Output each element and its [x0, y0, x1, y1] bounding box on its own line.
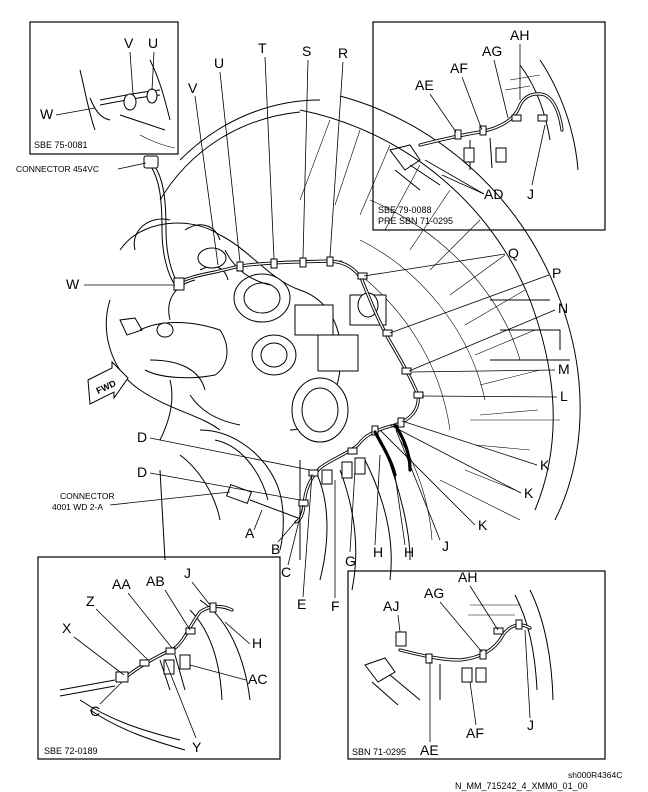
- fwd-arrow: FWD: [87, 360, 129, 405]
- inset-bl-label-C: C: [90, 703, 100, 719]
- label-K-1: K: [540, 457, 550, 473]
- label-D-2: D: [137, 464, 147, 480]
- label-P: P: [552, 265, 561, 281]
- inset-tl-label-W: W: [40, 106, 54, 122]
- label-F: F: [331, 598, 340, 614]
- inset-br-ref: SBN 71-0295: [352, 747, 406, 757]
- inset-top-left: V U W SBE 75-0081: [29, 21, 179, 155]
- main-labels: V U T S R Q P N M L K K K J H H G F E: [66, 40, 570, 614]
- label-N: N: [558, 300, 568, 316]
- inset-tr-ref: SBE 79-0088: [378, 205, 432, 215]
- inset-top-right: AH AG AF AE AD J SBE 79-0088 PRE SBN 71-…: [372, 21, 606, 231]
- label-J: J: [442, 538, 449, 554]
- inset-tl-label-U: U: [148, 35, 158, 51]
- inset-br-label-J: J: [527, 717, 534, 733]
- inset-tr-label-AG: AG: [482, 43, 502, 59]
- inset-br-label-AG: AG: [424, 585, 444, 601]
- inset-bottom-left: J AB AA Z X H AC C Y SBE 72-0189: [37, 556, 281, 760]
- inset-tr-label-AH: AH: [510, 27, 529, 43]
- label-M: M: [558, 361, 570, 377]
- connector-4001-label-line1: CONNECTOR: [60, 491, 115, 501]
- inset-bl-label-AB: AB: [146, 573, 165, 589]
- footer-code: sh000R4364C: [568, 770, 622, 780]
- inset-tl-label-V: V: [124, 35, 134, 51]
- inset-tr-label-AD: AD: [484, 186, 503, 202]
- inset-bl-label-AA: AA: [112, 576, 131, 592]
- inset-br-label-AH: AH: [458, 569, 477, 585]
- inset-bl-ref: SBE 72-0189: [44, 746, 98, 756]
- label-E: E: [297, 596, 306, 612]
- inset-br-label-AE: AE: [420, 742, 439, 758]
- connector-4001-label-line2: 4001 WD 2-A: [52, 502, 103, 512]
- label-D-1: D: [137, 429, 147, 445]
- label-B: B: [271, 541, 280, 557]
- label-V: V: [188, 80, 198, 96]
- inset-br-label-AJ: AJ: [383, 598, 399, 614]
- footer-figure-id: N_MM_715242_4_XMM0_01_00: [455, 781, 588, 791]
- label-U: U: [214, 55, 224, 71]
- inset-tr-label-AF: AF: [450, 60, 468, 76]
- label-W: W: [66, 276, 80, 292]
- inset-bl-label-Z: Z: [86, 593, 95, 609]
- label-R: R: [338, 45, 348, 61]
- inset-tl-ref: SBE 75-0081: [34, 140, 88, 150]
- inset-tr-label-AE: AE: [415, 77, 434, 93]
- label-S: S: [302, 43, 311, 59]
- engine-drawing: [105, 95, 581, 591]
- label-K-2: K: [524, 485, 534, 501]
- inset-bl-label-J: J: [184, 565, 191, 581]
- connector-454vc-label: CONNECTOR 454VC: [16, 164, 99, 174]
- inset-bl-label-AC: AC: [248, 671, 267, 687]
- main-harness: [143, 155, 424, 524]
- inset-tr-ref2: PRE SBN 71-0295: [378, 216, 453, 226]
- inset-bottom-right: AH AG AJ AF J AE SBN 71-0295: [347, 569, 606, 760]
- inset-br-label-AF: AF: [466, 725, 484, 741]
- label-H-1: H: [404, 544, 414, 560]
- inset-bl-label-Y: Y: [192, 739, 202, 755]
- inset-bl-label-H: H: [252, 635, 262, 651]
- label-L: L: [560, 388, 568, 404]
- label-G: G: [345, 553, 356, 569]
- label-A: A: [245, 525, 255, 541]
- label-H-2: H: [373, 544, 383, 560]
- label-K-3: K: [478, 517, 488, 533]
- label-T: T: [258, 40, 267, 56]
- label-C: C: [281, 564, 291, 580]
- label-Q: Q: [508, 245, 519, 261]
- inset-bl-label-X: X: [62, 620, 72, 636]
- inset-tr-label-J: J: [527, 186, 534, 202]
